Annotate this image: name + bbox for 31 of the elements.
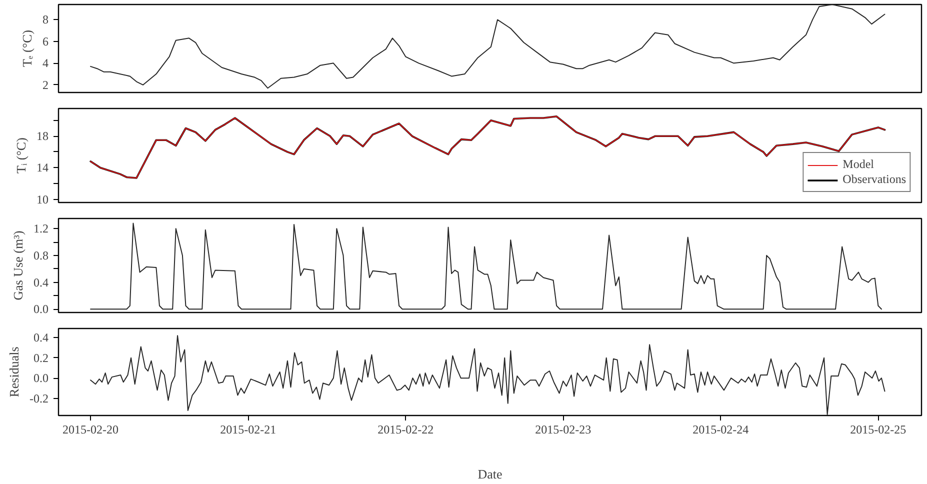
y-tick-label: 0.0: [34, 371, 48, 386]
x-tick-label: 2015-02-23: [535, 422, 592, 436]
y-tick-label: -0.2: [30, 391, 49, 406]
legend-label: Model: [842, 157, 874, 172]
x-tick-label: 2015-02-21: [220, 422, 276, 436]
x-tick-label: 2015-02-20: [62, 422, 119, 436]
y-tick-label: 4: [42, 56, 48, 70]
legend-label: Observations: [842, 172, 906, 187]
y-axis-title: Residuals: [6, 346, 22, 398]
line-series: [90, 222, 882, 310]
y-tick-label: 18: [36, 129, 48, 144]
y-axis-title: Gas Use (m³): [10, 230, 26, 300]
x-tick-label: 2015-02-24: [692, 422, 749, 436]
y-tick-label: 8: [42, 12, 48, 27]
x-tick-label: 2015-02-22: [378, 422, 434, 436]
y-tick-label: 2: [42, 78, 48, 92]
y-axis-title: Tₑ (°C): [20, 30, 34, 68]
line-series: [90, 335, 886, 415]
y-axis-title: Tᵢ (°C): [14, 138, 28, 174]
y-tick-label: 0.4: [34, 275, 48, 290]
y-tick-label: 6: [42, 34, 48, 48]
y-tick-label: 14: [36, 160, 48, 175]
y-tick-label: 10: [36, 192, 48, 206]
y-tick-label: 0.4: [34, 330, 48, 345]
y-tick-label: 0.2: [34, 350, 48, 365]
line-series: [90, 4, 886, 89]
x-axis-title: Date: [478, 466, 502, 482]
x-tick-label: 2015-02-25: [850, 422, 906, 436]
y-tick-label: 0.0: [34, 302, 48, 316]
y-tick-label: 1.2: [34, 222, 48, 236]
y-tick-label: 0.8: [34, 248, 48, 262]
